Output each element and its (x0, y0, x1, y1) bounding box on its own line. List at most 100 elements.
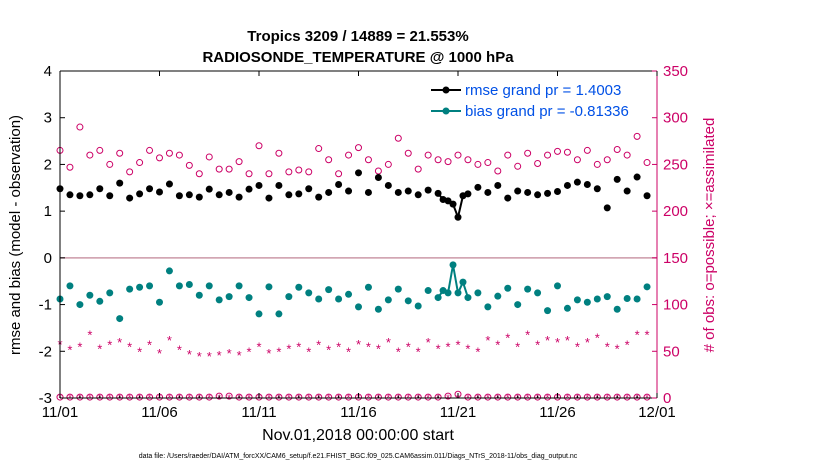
obs-assimilated-point: * (306, 344, 311, 359)
obs-possible-point (295, 166, 303, 174)
obs-assimilated-point: * (416, 344, 421, 359)
y2-tick-label: 350 (663, 63, 688, 80)
obs-assimilated-point: * (495, 338, 500, 353)
rmse-point (175, 192, 183, 200)
obs-assimilated-point: * (67, 342, 72, 357)
bias-point (504, 284, 512, 292)
x-tick-label: 11/16 (340, 404, 376, 421)
bias-point (524, 285, 532, 293)
x-tick-label: 11/11 (241, 404, 276, 421)
bias-point (404, 297, 412, 305)
obs-assimilated-point: * (177, 342, 182, 357)
obs-possible-low-point (315, 393, 323, 401)
obs-possible-point (504, 151, 512, 159)
bias-point (424, 287, 432, 295)
rmse-point (275, 181, 283, 189)
obs-possible-point (643, 159, 651, 167)
obs-possible-point (315, 145, 323, 153)
obs-possible-point (404, 149, 412, 157)
rmse-point (165, 180, 173, 188)
bias-series-segment (447, 264, 455, 294)
obs-assimilated-point: * (545, 333, 550, 348)
obs-possible-point (185, 161, 193, 169)
bias-point (146, 282, 154, 290)
rmse-point (534, 191, 542, 199)
bias-point (434, 294, 442, 302)
obs-possible-point (384, 160, 392, 168)
rmse-point (514, 187, 522, 195)
obs-possible-low-point (146, 393, 154, 401)
bias-point (156, 298, 163, 306)
obs-possible-point (275, 149, 283, 157)
obs-assimilated-point: * (207, 349, 212, 364)
rmse-point (643, 192, 651, 200)
rmse-point (66, 191, 74, 199)
obs-assimilated-point: * (605, 340, 610, 355)
obs-assimilated-point: * (485, 333, 490, 348)
rmse-point (424, 186, 432, 194)
bias-point (563, 304, 571, 312)
rmse-point (364, 188, 372, 196)
obs-possible-low-point (325, 393, 333, 401)
obs-possible-low-point (444, 392, 452, 400)
obs-possible-point (245, 170, 253, 178)
bias-point (454, 289, 462, 297)
rmse-point (374, 174, 382, 182)
y2-tick-label: 100 (663, 297, 688, 314)
bias-point (295, 283, 303, 291)
obs-possible-point (116, 149, 124, 157)
obs-assimilated-point: * (87, 327, 92, 342)
bias-point (165, 267, 173, 275)
obs-possible-point (583, 146, 591, 154)
obs-assimilated-point: * (127, 340, 132, 355)
obs-possible-point (494, 167, 502, 175)
rmse-point (434, 189, 442, 197)
y2-tick-label: 300 (663, 110, 688, 127)
obs-assimilated-point: * (286, 341, 291, 356)
rmse-point (305, 185, 313, 193)
bias-point (175, 282, 183, 290)
rmse-point (404, 187, 412, 195)
bias-point (449, 261, 457, 269)
obs-possible-low-point (275, 393, 283, 401)
obs-possible-point (524, 149, 532, 157)
obs-assimilated-point: * (635, 327, 640, 342)
obs-possible-point (514, 162, 522, 170)
obs-possible-low-point (544, 393, 552, 401)
y-tick-label: 3 (44, 110, 52, 127)
bias-point (76, 301, 84, 309)
obs-assimilated-point: * (316, 338, 321, 353)
bias-point (394, 285, 402, 293)
x-tick-label: 12/01 (638, 404, 676, 421)
obs-possible-low-point (76, 393, 84, 401)
legend-rmse-label: rmse grand pr = 1.4003 (465, 82, 621, 99)
bias-point (444, 289, 452, 297)
obs-possible-point (195, 170, 203, 178)
axes: -3 -2 -1 0 1 2 3 4 0 50 100 150 200 250 300 350 11/01 11/… (39, 63, 688, 421)
obs-possible-point (345, 151, 353, 159)
y-tick-label: 4 (44, 63, 52, 80)
bias-point (126, 285, 134, 293)
rmse-point (554, 188, 561, 196)
obs-possible-point (225, 165, 233, 173)
obs-possible-low-point (633, 393, 641, 401)
obs-possible-low-point (494, 393, 502, 401)
obs-possible-point (434, 156, 442, 164)
rmse-point (76, 192, 84, 200)
bias-point (315, 295, 323, 303)
obs-possible-point (156, 154, 163, 162)
rmse-point (295, 190, 303, 198)
rmse-point (136, 190, 144, 198)
y-tick-label: -1 (39, 297, 52, 314)
bias-point (374, 305, 382, 313)
obs-possible-low-point (245, 393, 253, 401)
obs-possible-point (165, 149, 173, 157)
obs-possible-low-point (335, 393, 343, 401)
bias-point (554, 282, 561, 290)
obs-assimilated-point: * (217, 348, 222, 363)
rmse-point (583, 181, 591, 189)
obs-possible-low-point (404, 393, 412, 401)
obs-possible-point (96, 146, 104, 154)
rmse-point (484, 188, 492, 196)
